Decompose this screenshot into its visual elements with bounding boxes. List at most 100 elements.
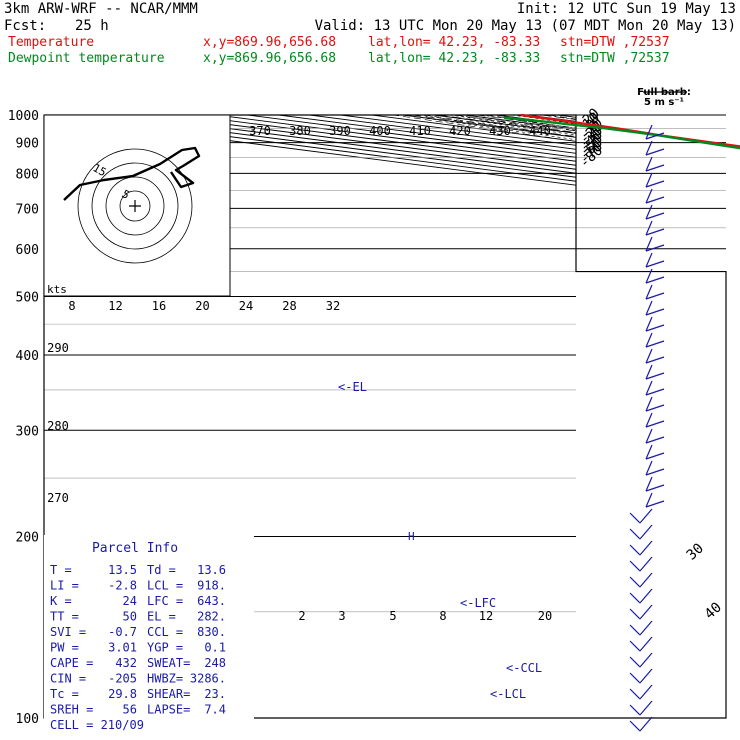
hodograph-center-mark	[129, 200, 141, 212]
parcel-row-value2: 23.	[204, 687, 226, 701]
pressure-tick-label: 400	[16, 349, 39, 364]
dry-adiabat-line	[524, 115, 726, 718]
isotherm-line	[650, 115, 726, 718]
isotherm-line	[464, 115, 726, 718]
dry-adiabat-line	[462, 115, 726, 718]
theta-label: 380	[289, 124, 311, 138]
model-title: 3km ARW-WRF -- NCAR/MMM	[4, 1, 198, 17]
parcel-row-value: -0.7	[108, 625, 137, 639]
moist-adiabat-line	[402, 115, 726, 537]
theta-label: 390	[329, 124, 351, 138]
isotherm-line	[309, 115, 726, 718]
parcel-row-label2: LCL =	[147, 579, 183, 593]
theta-label: 370	[249, 124, 271, 138]
isotherm-line	[185, 115, 726, 718]
mixing-ratio-label: 2	[298, 609, 305, 623]
dry-adiabat-line	[493, 115, 726, 718]
parcel-row-value2: 830.	[197, 625, 226, 639]
pressure-tick-label: 800	[16, 167, 39, 182]
parcel-row-value2: 3286.	[190, 672, 226, 686]
pressure-tick-label: 600	[16, 243, 39, 258]
hodograph-trace	[63, 146, 201, 201]
parcel-row-value: -205	[108, 672, 137, 686]
isotherm-line	[278, 115, 726, 718]
hodograph-ring-label: 15	[91, 161, 109, 179]
hodograph-speed-label: 24	[239, 299, 253, 313]
dry-adiabat-line	[367, 115, 726, 718]
init-time: Init: 12 UTC Sun 19 May 13	[516, 1, 736, 17]
parcel-row-label2: LAPSE=	[147, 703, 190, 717]
isotherm-line	[557, 115, 726, 718]
hodograph-speed-label: 28	[282, 299, 296, 313]
dry-adiabat-line	[682, 115, 726, 718]
hodograph-unit-label: kts	[47, 283, 67, 296]
parcel-row-value2: 0.1	[204, 641, 226, 655]
parcel-row-value2: 643.	[197, 594, 226, 608]
temperature-tick-label: 40	[702, 599, 725, 622]
mixing-ratio-line	[541, 115, 726, 250]
moist-adiabat-line	[542, 115, 726, 537]
parcel-row-label: PW =	[50, 641, 79, 655]
hodograph-speed-label: 20	[195, 299, 209, 313]
parcel-row-label: LI =	[50, 579, 79, 593]
level-marker-ccl: <-CCL	[506, 661, 542, 675]
theta-label: 400	[369, 124, 391, 138]
dry-adiabat-line	[587, 115, 726, 718]
moist-adiabat-line	[464, 115, 726, 537]
wind-legend-title: Full barb:	[637, 87, 691, 98]
moist-adiabat-line	[495, 115, 726, 537]
parcel-row-label: SVI =	[50, 625, 86, 639]
parcel-row-label: CIN =	[50, 672, 86, 686]
dewpoint-latlon: lat,lon= 42.23, -83.33	[368, 51, 541, 66]
valid-time: Valid: 13 UTC Mon 20 May 13 (07 MDT Mon …	[314, 18, 736, 34]
temperature-xy: x,y=869.96,656.68	[203, 35, 337, 50]
parcel-row-label2: Td =	[147, 563, 176, 577]
parcel-row-label2: CCL =	[147, 625, 183, 639]
wind-legend-value: 5 m s⁻¹	[644, 97, 684, 108]
dry-adiabat-line	[619, 115, 726, 718]
mixing-ratio-label: 20	[538, 609, 552, 623]
dewpoint-xy: x,y=869.96,656.68	[203, 51, 337, 66]
parcel-row-label2: HWBZ=	[147, 672, 183, 686]
parcel-row-label2: SWEAT=	[147, 656, 190, 670]
isotherm-line	[588, 115, 726, 718]
parcel-row-label: T =	[50, 563, 72, 577]
pressure-tick-label: 200	[16, 530, 39, 545]
parcel-row-value: 29.8	[108, 687, 137, 701]
parcel-row-value2: 248	[204, 656, 226, 670]
moist-adiabat-line	[418, 115, 726, 537]
temperature-tick-label: 30	[684, 540, 707, 563]
parcel-row-label2: SHEAR=	[147, 687, 190, 701]
moist-adiabat-line	[557, 115, 726, 537]
dry-adiabat-line	[650, 115, 726, 718]
level-marker-tick: H	[408, 530, 415, 543]
pressure-tick-label: 700	[16, 202, 39, 217]
parcel-row-label: K =	[50, 594, 72, 608]
parcel-info-box	[44, 535, 254, 725]
parcel-row-value2: 282.	[197, 610, 226, 624]
parcel-row-label2: LFC =	[147, 594, 183, 608]
hodograph-speed-label: 8	[68, 299, 75, 313]
hodograph-speed-label: 16	[152, 299, 166, 313]
dry-adiabat-line	[430, 115, 726, 718]
theta-label: 440	[529, 124, 551, 138]
isotherm-line	[247, 115, 726, 718]
pressure-tick-label: 900	[16, 137, 39, 152]
level-marker-lcl: <-LCL	[490, 687, 526, 701]
isotherm-line	[619, 115, 726, 718]
dry-adiabat-line	[304, 115, 726, 718]
parcel-row-value: 24	[123, 594, 137, 608]
mixing-ratio-label: 3	[338, 609, 345, 623]
theta-label: 430	[489, 124, 511, 138]
isotherm-line	[371, 115, 726, 718]
hodograph-ring	[77, 148, 193, 264]
dewpoint-profile-line	[503, 116, 740, 150]
isotherm-line	[402, 115, 726, 718]
temperature-legend-label: Temperature	[8, 35, 95, 50]
temperature-latlon: lat,lon= 42.23, -83.33	[368, 35, 541, 50]
parcel-row-label2: EL =	[147, 610, 176, 624]
parcel-row-value: 3.01	[108, 641, 137, 655]
parcel-cell: CELL = 210/09	[50, 718, 144, 732]
dry-adiabat-line	[399, 115, 726, 718]
